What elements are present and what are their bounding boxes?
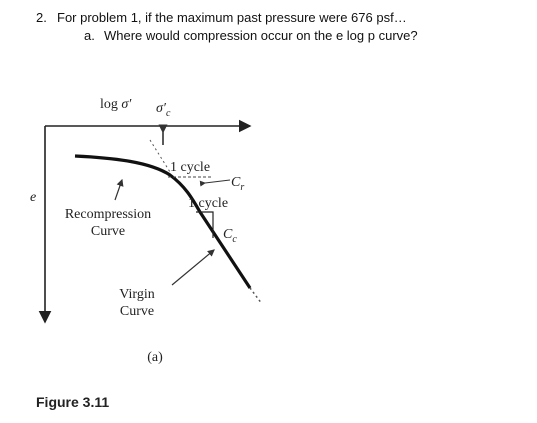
subscript: r [240,182,244,193]
virgin-pointer [171,249,215,286]
sigma: σ′ [121,97,132,112]
preconsolidation-label: σ′c [156,101,171,119]
curve-extension [249,287,263,305]
cycle-label: 1 cycle [170,160,210,175]
cycle-label: 1 cycle [188,196,228,211]
recompression-label: Curve [91,224,125,239]
y-axis-label: e [30,190,36,205]
figure-caption: Figure 3.11 [36,394,109,410]
virgin-label: Virgin [119,287,154,302]
recompression-pointer [114,178,124,201]
symbol: C [231,175,241,190]
virgin-label: Curve [120,304,154,319]
symbol: C [223,227,233,242]
question-number: 2. [36,10,47,25]
subscript: c [232,234,237,245]
e-log-curve [74,154,252,289]
cc-label: Cc [223,227,237,245]
recompression-label: Recompression [65,207,151,222]
x-axis-label: log σ′ [100,97,132,112]
cr-pointer [199,179,231,187]
panel-label: (a) [147,350,163,365]
cr-label: Cr [231,175,244,193]
dashed-line [149,139,171,173]
triangle [196,211,214,238]
sub-text: Where would compression occur on the e l… [104,28,418,43]
sigma: σ′ [156,101,167,116]
question-text: For problem 1, if the maximum past press… [57,10,407,25]
sub-label: a. [84,28,95,43]
log-text: log [100,97,121,112]
subscript: c [166,108,171,119]
